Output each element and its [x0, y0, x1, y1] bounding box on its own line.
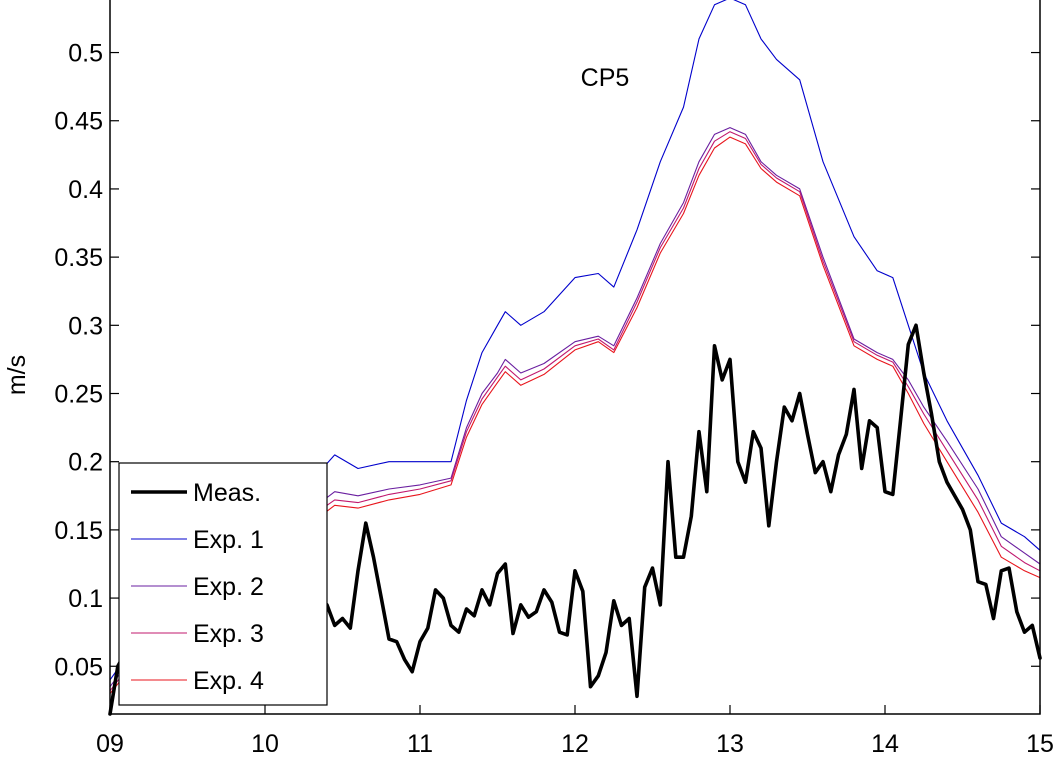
y-tick-label: 0.3	[68, 312, 103, 340]
legend-label-exp-1: Exp. 1	[193, 526, 264, 554]
series-line-exp-2	[109, 127, 1041, 688]
tick-layer: 09 10 11 12 13 14 15 0.05 0.1 0.15 0.2 0.25 0.3 0.35 0…	[54, 40, 1054, 758]
legend-label-exp-4: Exp. 4	[193, 667, 264, 695]
y-tick-label: 0.05	[54, 653, 103, 681]
legend-box	[118, 462, 328, 706]
x-tick-label: 13	[716, 730, 744, 758]
y-tick-label: 0.4	[68, 176, 103, 204]
y-tick-label: 0.25	[54, 381, 103, 409]
y-tick-label: 0.5	[68, 40, 103, 68]
y-tick-label: 0.35	[54, 244, 103, 272]
x-tick-label: 12	[561, 730, 589, 758]
x-tick-label: 10	[251, 730, 279, 758]
x-tick-label: 09	[96, 730, 124, 758]
x-tick-label: 15	[1026, 730, 1054, 758]
y-tick-label: 0.1	[68, 585, 103, 613]
y-tick-label: 0.15	[54, 517, 103, 545]
legend-label-meas: Meas.	[193, 479, 261, 507]
legend: Meas. Exp. 1 Exp. 2 Exp. 3 Exp. 4	[118, 462, 328, 706]
series-line-meas	[108, 323, 1042, 716]
y-tick-label: 0.45	[54, 108, 103, 136]
y-tick-label: 0.2	[68, 449, 103, 477]
y-axis-label: m/s	[3, 355, 31, 395]
x-tick-label: 11	[407, 730, 433, 758]
chart-title: CP5	[581, 64, 630, 92]
series-layer	[108, 0, 1042, 716]
x-tick-label: 14	[871, 730, 899, 758]
legend-label-exp-2: Exp. 2	[193, 573, 264, 601]
legend-label-exp-3: Exp. 3	[193, 620, 264, 648]
series-line-exp-1	[109, 0, 1041, 681]
